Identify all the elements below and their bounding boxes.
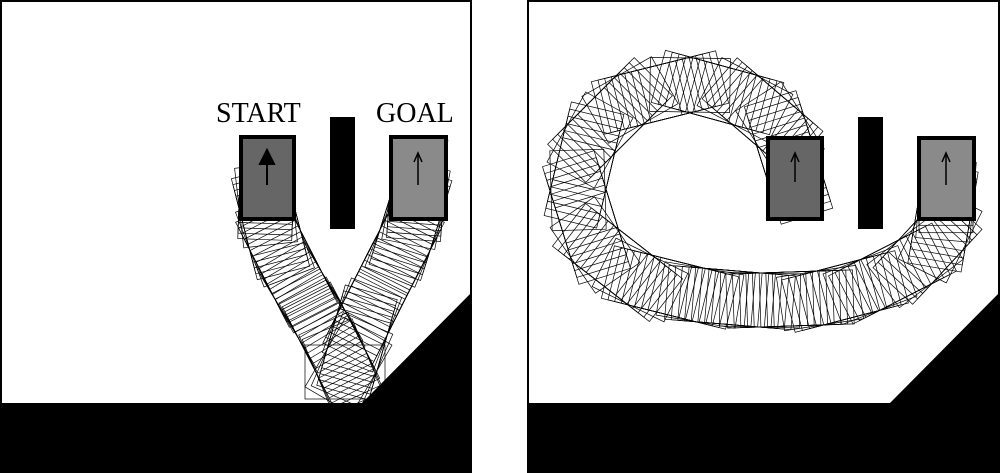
- right-floor-obstacle: [528, 292, 1000, 473]
- left-trace-footprint: [304, 317, 393, 415]
- left-goal-heading-arrow: [413, 151, 423, 185]
- right-goal-heading-arrow: [941, 151, 951, 185]
- left-panel: START GOAL: [0, 0, 472, 473]
- right-trace-footprint: [549, 148, 607, 232]
- right-trace-footprint: [860, 222, 957, 309]
- right-trace-footprint: [816, 250, 909, 324]
- left-trace-footprint: [304, 344, 386, 400]
- left-trace-footprint: [322, 284, 398, 378]
- right-trace-footprint: [649, 57, 731, 113]
- left-center-wall: [330, 117, 355, 229]
- right-trace-footprint: [546, 91, 634, 189]
- goal-label: GOAL: [376, 98, 454, 129]
- right-start-heading-arrow: [790, 151, 800, 182]
- right-trace-footprint: [772, 269, 855, 327]
- right-trace-footprint: [549, 196, 641, 294]
- right-trace-footprint: [581, 56, 679, 144]
- start-label: START: [216, 98, 301, 129]
- right-trace-footprint: [866, 215, 964, 309]
- left-start-heading-arrow: [258, 147, 276, 185]
- right-center-wall: [858, 117, 883, 229]
- left-floor-obstacle: [0, 292, 472, 473]
- right-panel: [527, 0, 1000, 473]
- right-trace-footprint: [710, 268, 796, 331]
- right-trace-footprint: [647, 257, 740, 330]
